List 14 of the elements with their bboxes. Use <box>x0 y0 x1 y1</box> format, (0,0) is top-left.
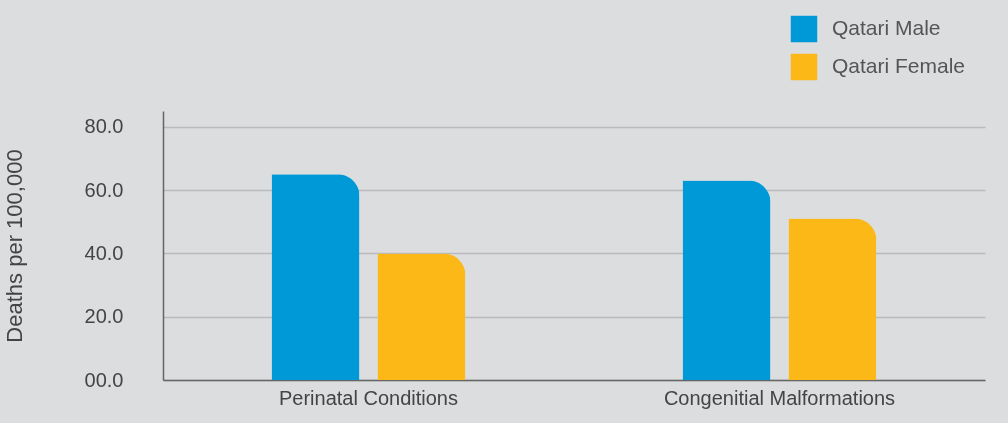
x-tick-label: Perinatal Conditions <box>279 386 458 409</box>
bar <box>271 174 360 380</box>
legend-label: Qatari Female <box>832 54 966 77</box>
legend-label: Qatari Male <box>832 16 941 39</box>
y-tick-label: 00.0 <box>84 368 124 391</box>
y-tick-label: 20.0 <box>84 305 124 328</box>
bar <box>377 253 466 380</box>
y-tick-label: 60.0 <box>84 178 124 201</box>
y-axis-title: Deaths per 100,000 <box>1 149 27 343</box>
y-tick-label: 80.0 <box>84 115 124 138</box>
bar <box>682 180 771 380</box>
bar <box>788 218 877 380</box>
y-tick-label: 40.0 <box>84 241 124 264</box>
x-tick-label: Congenitial Malformations <box>663 386 896 409</box>
